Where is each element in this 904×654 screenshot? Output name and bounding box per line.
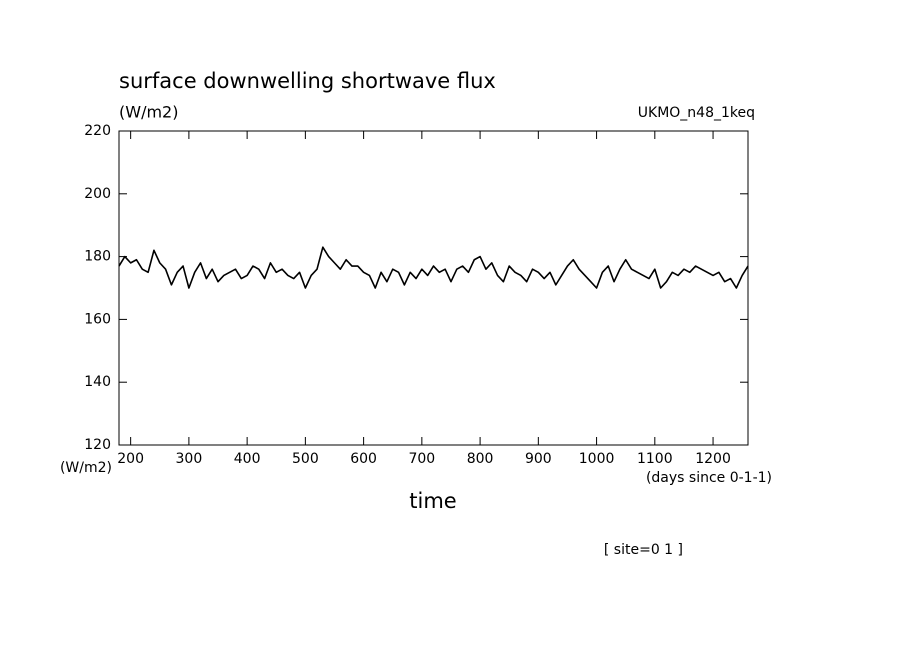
y-tick-label: 160 xyxy=(84,311,111,327)
dataset-label: UKMO_n48_1keq xyxy=(638,105,755,121)
x-tick-label: 300 xyxy=(176,451,203,467)
x-tick-label: 1200 xyxy=(695,451,731,467)
x-tick-label: 1100 xyxy=(637,451,673,467)
data-line xyxy=(118,246,749,289)
y-tick-label: 140 xyxy=(84,374,111,390)
x-tick-label: 600 xyxy=(350,451,377,467)
y-tick-label: 120 xyxy=(84,437,111,453)
x-tick-label: 800 xyxy=(467,451,494,467)
chart-subtitle: (W/m2) xyxy=(119,103,178,122)
x-tick-label: 900 xyxy=(525,451,552,467)
annotation: [ site=0 1 ] xyxy=(604,542,683,558)
y-tick-label: 180 xyxy=(84,249,111,265)
y-units: (W/m2) xyxy=(60,460,112,476)
x-tick-label: 500 xyxy=(292,451,319,467)
x-axis-label: time xyxy=(409,489,456,513)
plot-frame xyxy=(118,130,749,446)
x-tick-label: 400 xyxy=(234,451,261,467)
y-tick-label: 200 xyxy=(84,186,111,202)
x-tick-label: 700 xyxy=(408,451,435,467)
x-tick-label: 1000 xyxy=(579,451,615,467)
x-units: (days since 0-1-1) xyxy=(646,470,772,486)
x-tick-label: 200 xyxy=(117,451,144,467)
chart-title: surface downwelling shortwave flux xyxy=(119,69,496,93)
y-tick-label: 220 xyxy=(84,123,111,139)
